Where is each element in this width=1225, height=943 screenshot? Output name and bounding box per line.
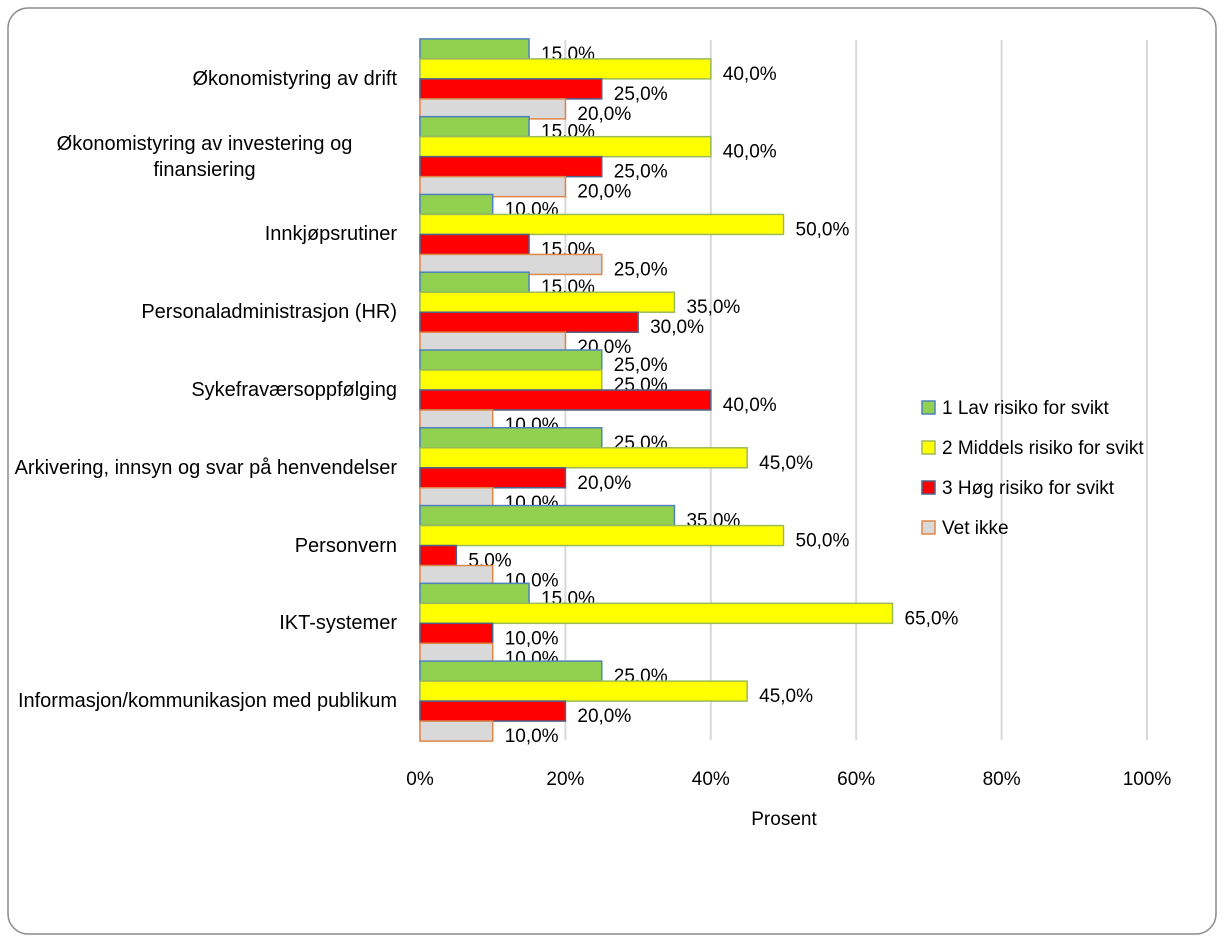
- x-tick-label: 60%: [837, 769, 875, 790]
- bar: [419, 409, 494, 431]
- bar: [419, 467, 567, 489]
- bar: [419, 642, 494, 665]
- chart-border: [7, 7, 1217, 935]
- x-tick-label: 80%: [983, 769, 1021, 790]
- bar: [419, 660, 603, 682]
- bar: [419, 582, 530, 605]
- bar: [419, 115, 530, 138]
- data-label: 30,0%: [650, 317, 704, 338]
- bar: [419, 720, 494, 742]
- legend-swatch: [921, 440, 936, 455]
- bar: [419, 213, 785, 236]
- y-tick-label: IKT-systemer: [279, 612, 397, 635]
- bar: [419, 311, 639, 333]
- bar: [419, 564, 494, 587]
- bar: [419, 622, 494, 645]
- data-label: 50,0%: [796, 531, 850, 552]
- bar: [419, 544, 458, 567]
- bar: [419, 331, 567, 353]
- bar: [419, 504, 676, 527]
- x-tick-label: 100%: [1123, 769, 1172, 790]
- data-label: 25,0%: [614, 162, 668, 183]
- bar: [419, 175, 567, 198]
- bar: [419, 38, 530, 60]
- bar: [419, 253, 603, 276]
- y-tick-label: Arkivering, innsyn og svar på henvendels…: [14, 456, 397, 479]
- y-tick-label: Personaladministrasjon (HR): [141, 301, 397, 324]
- data-label: 25,0%: [614, 84, 668, 105]
- legend-label: 1 Lav risiko for svikt: [942, 398, 1110, 419]
- data-label: 20,0%: [577, 104, 631, 125]
- bar: [419, 155, 603, 178]
- data-label: 25,0%: [614, 259, 668, 280]
- bar: [419, 233, 530, 256]
- bar: [419, 271, 530, 293]
- bar: [419, 78, 603, 100]
- legend-swatch: [921, 400, 936, 415]
- legend-swatch: [921, 520, 936, 535]
- legend-label: 2 Middels risiko for svikt: [942, 438, 1144, 459]
- data-label: 65,0%: [905, 608, 959, 629]
- y-tick-label: Sykefraværsoppfølging: [191, 379, 397, 401]
- data-label: 20,0%: [577, 706, 631, 727]
- y-tick-label: Innkjøpsrutiner: [264, 223, 397, 246]
- bar: [419, 680, 748, 702]
- bar: [419, 487, 494, 509]
- bar: [419, 700, 567, 722]
- bar: [419, 291, 676, 313]
- y-tick-label: Økonomistyring av drift: [192, 67, 397, 90]
- bar: [419, 193, 494, 216]
- data-label: 40,0%: [723, 64, 777, 85]
- bar: [419, 58, 712, 80]
- data-label: 45,0%: [759, 453, 813, 474]
- data-label: 25,0%: [614, 355, 668, 376]
- bar: [419, 349, 603, 371]
- data-label: 45,0%: [759, 686, 813, 707]
- bar: [419, 524, 785, 547]
- bar: [419, 369, 603, 391]
- data-label: 35,0%: [686, 297, 740, 318]
- data-label: 20,0%: [577, 473, 631, 494]
- bar: [419, 135, 712, 158]
- bar: [419, 427, 603, 449]
- x-tick-label: 20%: [546, 769, 584, 790]
- bar: [419, 98, 567, 120]
- data-label: 40,0%: [723, 142, 777, 163]
- y-tick-label: Informasjon/kommunikasjon med publikum: [17, 690, 397, 713]
- x-axis-title: Prosent: [751, 809, 817, 830]
- bar: [419, 447, 748, 469]
- data-label: 10,0%: [505, 628, 559, 649]
- data-label: 10,0%: [505, 726, 559, 747]
- bar: [419, 602, 894, 625]
- data-label: 40,0%: [723, 395, 777, 416]
- legend-label: 3 Høg risiko for svikt: [942, 478, 1115, 499]
- x-tick-label: 0%: [406, 769, 434, 790]
- data-label: 20,0%: [577, 182, 631, 203]
- x-tick-label: 40%: [692, 769, 730, 790]
- legend-swatch: [921, 480, 936, 495]
- data-label: 50,0%: [796, 219, 850, 240]
- y-tick-label: Personvern: [294, 534, 397, 557]
- legend-label: Vet ikke: [942, 518, 1009, 539]
- bar: [419, 389, 712, 411]
- y-tick-label: Økonomistyring av investering og finansi…: [56, 132, 353, 181]
